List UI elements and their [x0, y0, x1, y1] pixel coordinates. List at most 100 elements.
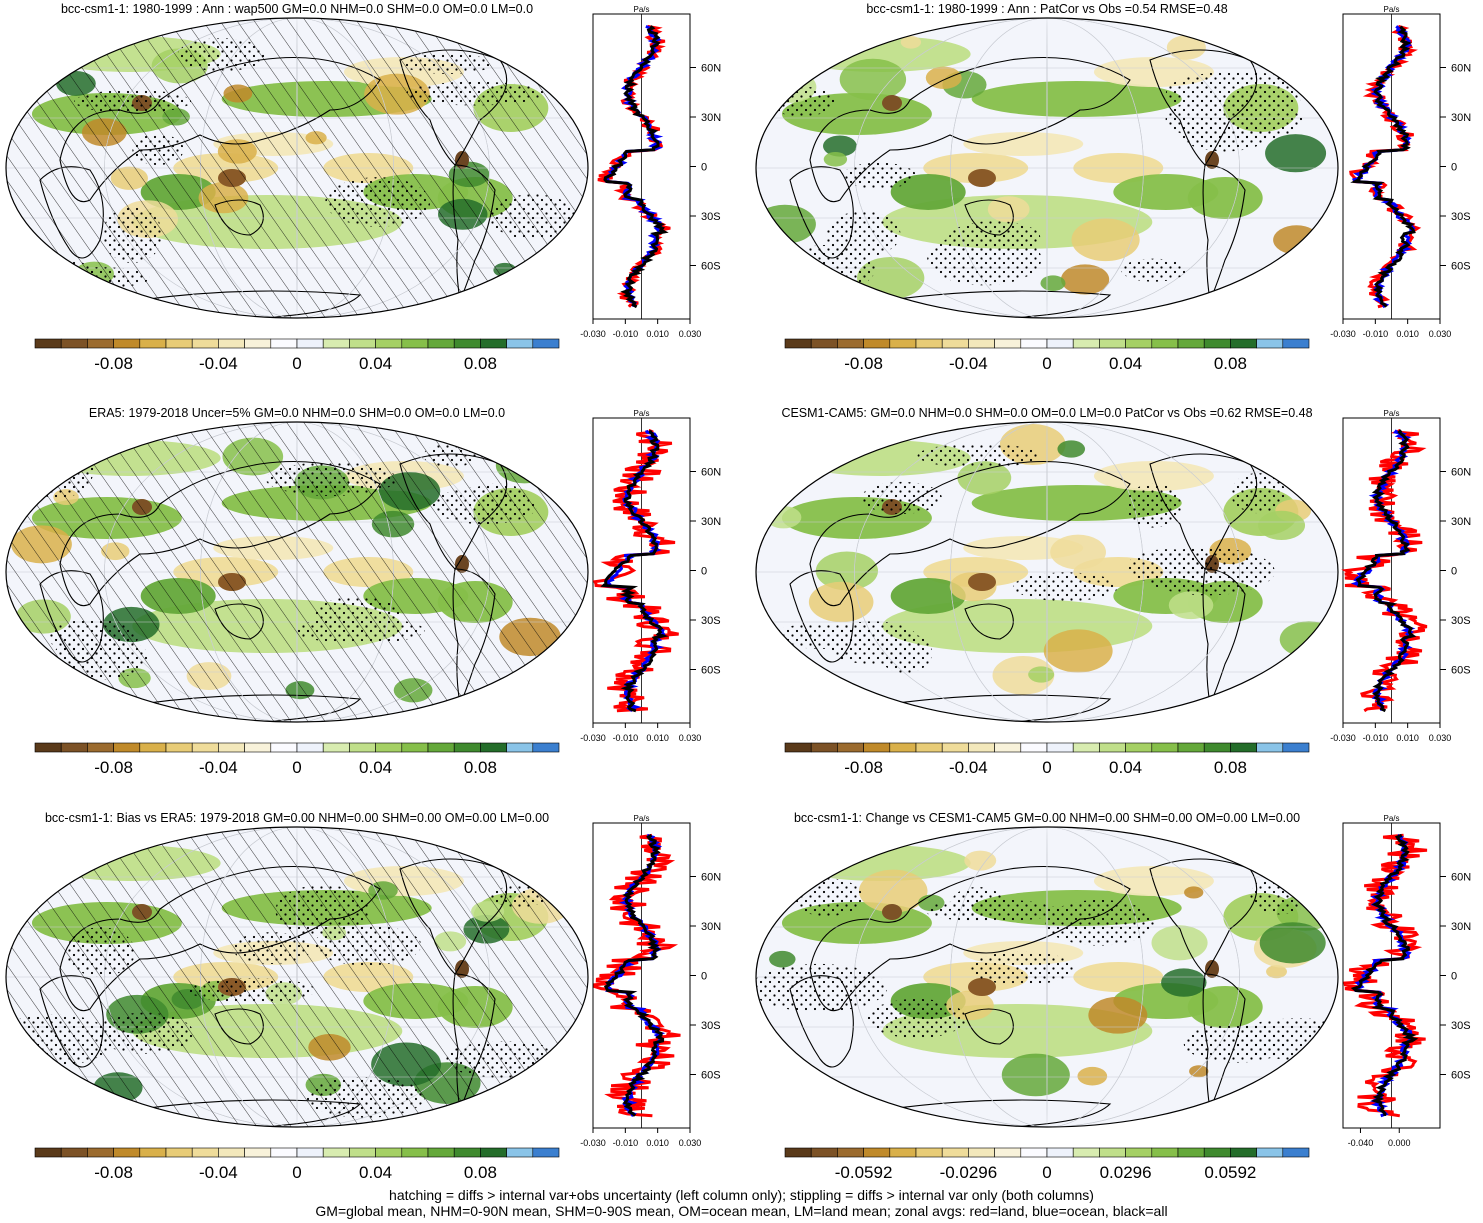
profile-lat-label: 30S: [1451, 211, 1471, 223]
colorbar-label: -0.0296: [940, 1163, 998, 1182]
profile-x-label: -0.030: [580, 1138, 606, 1148]
colorbar-swatch: [349, 338, 376, 349]
colorbar-swatch: [244, 1147, 272, 1158]
stipple-region: [1044, 899, 1155, 946]
colorbar-swatch: [218, 338, 245, 349]
colorbar-swatch: [1072, 1147, 1100, 1158]
colorbar-label: 0: [1042, 758, 1051, 777]
profile-lat-label: 60S: [1451, 1070, 1471, 1082]
profile-lat-label: 30S: [1451, 1020, 1471, 1032]
field-patch: [1259, 922, 1326, 964]
colorbar-swatch: [941, 338, 969, 349]
colorbar-swatch: [994, 1147, 1022, 1158]
colorbar-swatch: [113, 338, 141, 349]
colorbar-swatch: [1046, 338, 1074, 349]
field-patch: [756, 204, 816, 244]
colorbar-swatch: [453, 338, 481, 349]
colorbar-swatch: [165, 742, 193, 753]
colorbar-swatch: [837, 338, 864, 349]
field-patch: [858, 869, 928, 913]
colorbar-label: -0.04: [199, 1163, 238, 1182]
profile-lat-label: 0: [1451, 566, 1457, 578]
profile-lat-label: 30N: [1451, 112, 1471, 124]
map-field: [6, 18, 588, 318]
profile-x-label: -0.010: [613, 1138, 639, 1148]
stipple-region: [520, 423, 580, 478]
profile-x-label: 0.010: [1396, 733, 1419, 743]
colorbar-swatch: [480, 742, 507, 753]
colorbar-swatch: [1099, 1147, 1126, 1158]
colorbar-swatch: [191, 338, 219, 349]
profile-lat-label: 60N: [1451, 63, 1471, 75]
colorbar-swatch: [296, 742, 324, 753]
colorbar-swatch: [1230, 338, 1257, 349]
panel-title: CESM1-CAM5: GM=0.0 NHM=0.0 SHM=0.0 OM=0.…: [781, 406, 1312, 420]
colorbar-label: 0.04: [359, 354, 392, 373]
colorbar-label: 0: [292, 354, 301, 373]
stipple-region: [1121, 258, 1187, 282]
colorbar-swatch: [139, 338, 167, 349]
colorbar-swatch: [375, 338, 403, 349]
profile-x-label: 0.010: [1396, 329, 1419, 339]
footnote-line-1: hatching = diffs > internal var+obs unce…: [389, 1187, 1094, 1203]
colorbar-label: 0.08: [1214, 758, 1247, 777]
graticule-meridian: [1046, 422, 1048, 722]
field-region: [890, 578, 966, 614]
field-patch: [1166, 35, 1206, 60]
coastline: [809, 56, 1131, 203]
field-peak: [968, 573, 996, 591]
colorbar-swatch: [480, 338, 507, 349]
colorbar-swatch: [915, 742, 943, 753]
field-region: [890, 174, 966, 210]
colorbar-label: 0.04: [1109, 758, 1142, 777]
profile-lat-label: 60N: [701, 467, 721, 479]
colorbar-swatch: [1046, 742, 1074, 753]
field-patch: [1265, 134, 1327, 173]
profile-x-label: 0.010: [646, 1138, 669, 1148]
field-patch: [1040, 275, 1066, 292]
stipple-region: [825, 211, 901, 257]
hatch-region: [6, 422, 588, 722]
colorbar-swatch: [453, 742, 481, 753]
colorbar-swatch: [1230, 1147, 1257, 1158]
colorbar-swatch: [480, 1147, 507, 1158]
profile-line-land: [1343, 833, 1428, 1118]
colorbar-swatch: [1151, 338, 1179, 349]
stipple-region: [927, 232, 1042, 286]
stipple-region: [1183, 1024, 1290, 1063]
profile-lat-label: 60S: [701, 261, 721, 273]
colorbar-swatch: [1151, 742, 1179, 753]
field-patch: [1071, 218, 1140, 262]
colorbar-swatch: [375, 742, 403, 753]
stipple-region: [824, 621, 921, 665]
profile-unit: Pa/s: [633, 814, 649, 823]
profile-line-all: [1355, 429, 1417, 713]
colorbar-label: 0.0296: [1100, 1163, 1152, 1182]
profile-x-label: 0.030: [1429, 329, 1452, 339]
colorbar-swatch: [34, 742, 62, 753]
profile-unit: Pa/s: [1383, 5, 1399, 14]
colorbar-swatch: [810, 1147, 838, 1158]
field-patch: [1088, 996, 1148, 1034]
colorbar-swatch: [1099, 338, 1126, 349]
colorbar-swatch: [1125, 1147, 1153, 1158]
stipple-region: [768, 86, 835, 117]
colorbar-label: -0.04: [199, 758, 238, 777]
profile-x-label: 0.030: [679, 329, 702, 339]
colorbar-swatch: [139, 742, 167, 753]
colorbar-swatch: [1256, 338, 1284, 349]
colorbar-label: 0.0592: [1204, 1163, 1256, 1182]
profile-x-label: -0.010: [1363, 329, 1389, 339]
colorbar-swatch: [1282, 338, 1310, 349]
colorbar-swatch: [165, 1147, 193, 1158]
field-patch: [822, 135, 857, 157]
field-region: [963, 132, 1084, 156]
colorbar-swatch: [915, 1147, 943, 1158]
stipple-region: [1230, 472, 1286, 514]
colorbar-swatch: [1177, 338, 1205, 349]
colorbar-label: 0.08: [1214, 354, 1247, 373]
colorbar-swatch: [863, 742, 891, 753]
profile-x-label: 0.000: [1388, 1138, 1411, 1148]
field-peak: [882, 95, 902, 111]
